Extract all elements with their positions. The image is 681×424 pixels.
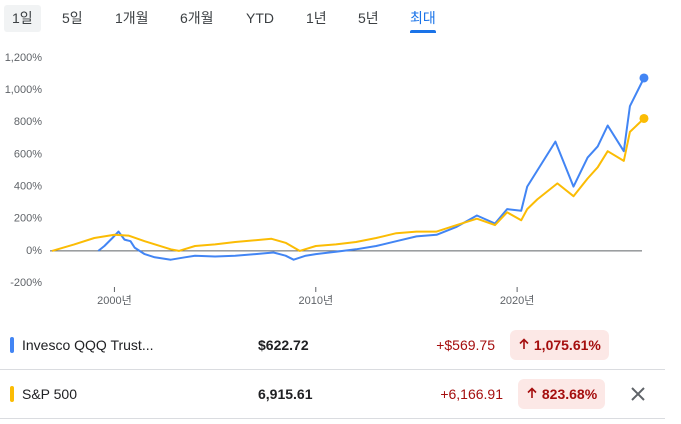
tab[interactable]: 1일	[4, 5, 41, 32]
tab[interactable]: YTD	[246, 10, 274, 26]
tab[interactable]: 6개월	[180, 10, 214, 26]
series-line	[97, 77, 645, 261]
tab[interactable]: 5일	[62, 10, 83, 26]
x-tick-label: 2020년	[500, 294, 535, 307]
y-tick-label: 600%	[14, 148, 42, 160]
tab[interactable]: 1개월	[115, 10, 149, 26]
percent-change: 1,075.61%	[510, 330, 609, 360]
y-tick-label: -200%	[10, 277, 42, 289]
y-tick-label: 800%	[14, 116, 42, 128]
series-name: S&P 500	[22, 386, 78, 402]
percent-change: 823.68%	[518, 379, 606, 409]
end-point	[639, 113, 649, 123]
y-tick-label: 1,000%	[5, 84, 43, 96]
y-tick-label: 0%	[26, 245, 42, 257]
percent: 823.68%	[541, 386, 598, 402]
change: +$569.75	[436, 337, 495, 353]
y-tick-label: 1,200%	[5, 52, 43, 64]
series-swatch	[10, 386, 14, 402]
end-point	[639, 73, 649, 83]
compare-row[interactable]: Invesco QQQ Trust... $622.72 +$569.75 1,…	[0, 321, 665, 370]
tab[interactable]: 5년	[358, 10, 379, 26]
y-tick-label: 400%	[14, 180, 42, 192]
series-line	[51, 117, 645, 252]
x-tick-label: 2010년	[298, 294, 333, 307]
compare-row[interactable]: S&P 500 6,915.61 +6,166.91 823.68%	[0, 370, 665, 419]
price: 6,915.61	[258, 386, 313, 402]
percent: 1,075.61%	[533, 337, 601, 353]
tab[interactable]: 최대	[402, 5, 444, 33]
up-arrow	[527, 387, 537, 398]
price: $622.72	[258, 337, 309, 353]
tab[interactable]: 1년	[306, 10, 327, 26]
x-tick-label: 2000년	[97, 294, 132, 307]
series-swatch	[10, 337, 14, 353]
y-tick-label: 200%	[14, 213, 42, 225]
remove-button[interactable]	[628, 384, 648, 404]
change: +6,166.91	[440, 386, 503, 402]
up-arrow	[519, 338, 529, 349]
series-name: Invesco QQQ Trust...	[22, 337, 154, 353]
chart: -200% 0% 200% 400% 600% 800% 1,000% 1,200% 2000년…	[5, 52, 649, 307]
